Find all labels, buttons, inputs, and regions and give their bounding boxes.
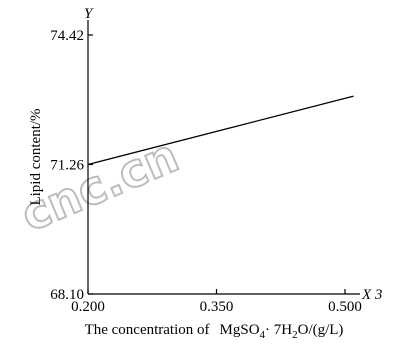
y-tick-label: 74.42 [50,28,84,44]
axes [87,20,360,295]
x-axis-label-formula-1: MgSO [220,322,260,338]
series-line [87,95,354,166]
y-tick-label: 71.26 [50,158,84,174]
x-axis-label-prefix: The concentration of [85,322,210,338]
x-axis-label-formula-2: 4 [260,329,266,341]
y-ticks: 68.10 71.26 74.42 [50,28,93,303]
x-tick-label: 0.500 [328,299,362,315]
x-ticks: 0.200 0.350 0.500 [71,289,362,315]
x-axis-label-formula-4: 2 [292,329,298,341]
x-axis-label-formula-3: · 7H [265,322,292,338]
series-group [87,95,354,166]
x-tick-label: 0.350 [200,299,234,315]
x-axis-name: X 3 [361,287,382,303]
y-axis-label: Lipid content/% [28,108,44,205]
x-tick-label: 0.200 [71,299,105,315]
x-axis-label-formula-5: O/(g/L) [298,322,344,338]
y-tick-label: 68.10 [50,287,84,303]
x-axis-label: The concentration of MgSO4· 7H2O/(g/L) [85,322,344,341]
y-axis-name: Y [84,6,94,22]
